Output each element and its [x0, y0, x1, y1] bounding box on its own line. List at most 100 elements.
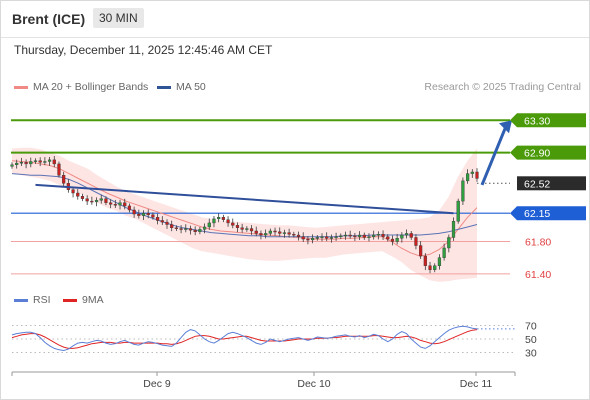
candle: [287, 228, 291, 238]
candle-body: [315, 237, 319, 239]
candle-body: [43, 161, 47, 163]
candle: [33, 158, 38, 164]
bollinger-bands: [12, 147, 477, 282]
candle: [348, 230, 352, 239]
x-tick-label: Dec 9: [143, 378, 171, 390]
legend-swatch-ma20: [14, 85, 28, 89]
candle-body: [15, 162, 19, 165]
legend-9ma: 9MA: [63, 294, 104, 306]
candle-body: [76, 192, 80, 197]
candle-body: [71, 189, 75, 194]
candle: [329, 234, 334, 243]
candle: [207, 218, 211, 230]
candle-body: [29, 161, 33, 165]
candle: [447, 234, 451, 253]
level-label-62.15: 62.15: [524, 208, 550, 220]
candle-body: [395, 238, 399, 242]
candle-body: [90, 200, 94, 203]
candle-body: [306, 238, 310, 241]
candle: [24, 159, 28, 169]
candle: [381, 230, 385, 241]
candle: [155, 213, 160, 225]
candle-body: [109, 202, 113, 205]
trendline: [35, 183, 454, 215]
candle-body: [123, 202, 127, 207]
projection-arrow-head: [499, 120, 512, 134]
instrument-title: Brent (ICE): [12, 11, 86, 27]
candle-body: [470, 171, 474, 174]
candle-body: [212, 218, 216, 224]
candle: [99, 194, 103, 204]
candle: [71, 186, 75, 198]
candle-body: [226, 219, 230, 224]
legend-swatch-9ma: [63, 298, 77, 302]
candle: [104, 196, 108, 206]
candle: [409, 230, 413, 240]
candle: [254, 226, 258, 237]
candle-body: [235, 225, 240, 228]
candle-body: [231, 222, 235, 226]
candle-body: [188, 228, 193, 231]
candle: [339, 233, 343, 240]
candle-body: [423, 255, 427, 266]
research-credit: Research © 2025 Trading Central: [424, 81, 581, 93]
candle-body: [292, 234, 296, 236]
legend-ma20-bollinger: MA 20 + Bollinger Bands: [14, 81, 148, 93]
candle-body: [386, 236, 390, 240]
candle-body: [362, 234, 366, 238]
chart-header: Brent (ICE) 30 MIN: [1, 1, 589, 38]
candle-body: [57, 163, 61, 176]
candle: [240, 223, 244, 233]
candle: [113, 199, 117, 209]
candle-body: [62, 175, 66, 184]
level-label-63.30: 63.30: [524, 115, 550, 127]
candle: [62, 171, 66, 188]
candle-body: [433, 265, 437, 270]
candle-body: [80, 196, 85, 199]
candle-body: [179, 228, 183, 230]
candle: [475, 168, 479, 182]
candle-body: [353, 235, 357, 238]
candle: [57, 161, 61, 178]
candle: [343, 231, 348, 240]
candle: [320, 233, 324, 242]
candle: [376, 231, 380, 240]
x-axis: Dec 9 Dec 10 Dec 11: [11, 371, 516, 390]
candle: [470, 169, 474, 178]
candle-body: [428, 265, 432, 270]
legend-label-ma50: MA 50: [176, 81, 206, 93]
candle: [15, 159, 19, 169]
level-label-62.52: 62.52: [524, 178, 550, 190]
candle-body: [254, 230, 258, 234]
candle: [80, 193, 85, 202]
candle: [367, 233, 371, 242]
timeframe-badge[interactable]: 30 MIN: [93, 8, 144, 28]
candle: [273, 227, 277, 236]
candle-body: [198, 229, 202, 232]
candle-body: [348, 234, 352, 237]
candle: [52, 155, 56, 168]
candle: [160, 216, 164, 226]
candle-body: [151, 214, 155, 218]
legend-label-9ma: 9MA: [82, 294, 104, 306]
candle-body: [287, 232, 291, 235]
candle: [442, 243, 446, 261]
candle-body: [52, 159, 56, 165]
candle-body: [329, 237, 334, 239]
candle-body: [372, 234, 376, 237]
candle: [141, 210, 146, 220]
candle-body: [146, 213, 150, 216]
candle: [423, 253, 427, 271]
candle-body: [184, 228, 188, 230]
legend-swatch-ma50: [157, 85, 171, 89]
level-label-box-63.30: [510, 113, 586, 128]
candle-body: [404, 233, 409, 236]
candle-body: [38, 160, 42, 163]
candle-body: [376, 234, 380, 236]
candle: [325, 232, 329, 242]
candle-body: [264, 233, 268, 236]
x-tick-label: Dec 10: [297, 378, 330, 390]
candle: [404, 229, 409, 239]
candle-body: [127, 205, 132, 211]
projection-arrow-shaft: [480, 125, 508, 186]
